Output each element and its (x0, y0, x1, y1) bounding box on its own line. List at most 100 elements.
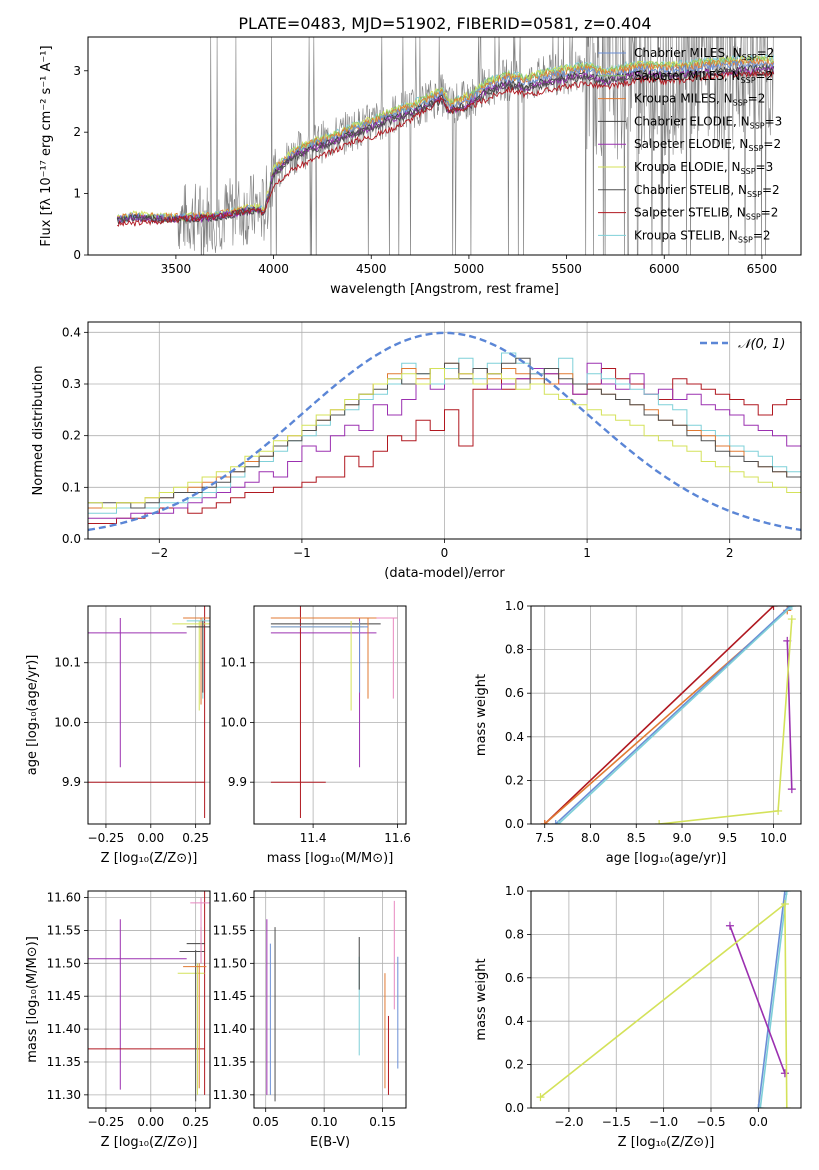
panel-0: 3500 4000 4500 5000 5500 6000 6500 0 1 2 3 waveleng… (39, 36, 802, 297)
x-axis-label: Z [log₁₀(Z/Z⊙)] (101, 851, 198, 866)
y-tick-label: 0.2 (505, 1058, 524, 1072)
y-tick-label: 0.4 (62, 325, 81, 339)
axes-frame (87, 36, 802, 256)
y-tick-label: 11.40 (213, 1022, 247, 1036)
x-tick-label: 0 (441, 546, 449, 560)
y-tick-label: 3 (73, 64, 81, 78)
legend-label-main: Chabrier ELODIE, N (634, 114, 750, 128)
legend-label-main: Salpeter STELIB, N (634, 206, 746, 220)
axes-frame (87, 890, 211, 1109)
legend-label-main: Kroupa MILES, N (634, 92, 733, 106)
x-tick-label: 6500 (747, 262, 778, 276)
y-tick-label: 11.30 (213, 1088, 247, 1102)
series-point-marker (769, 606, 778, 610)
legend-label: 𝒩(0, 1) (738, 337, 785, 352)
x-tick-label: 5500 (551, 262, 582, 276)
x-axis-label: wavelength [Angstrom, rest frame] (330, 282, 559, 297)
y-tick-label: 10.1 (54, 656, 81, 670)
x-tick-label: 10.0 (760, 831, 787, 845)
x-tick-label: −0.5 (696, 1115, 725, 1129)
legend-label-subscript: SSP (750, 121, 765, 130)
series-point-marker (655, 820, 664, 824)
x-tick-label: 4500 (356, 262, 387, 276)
x-axis-label: mass [log₁₀(M/M⊙)] (267, 851, 394, 866)
y-tick-label: 11.40 (47, 1022, 81, 1036)
errorbars (88, 891, 210, 1102)
x-axis-label: Z [log₁₀(Z/Z⊙)] (101, 1135, 198, 1150)
series-line-salpeter_elodie (729, 925, 786, 1074)
histogram-step-salpeter_elodie (88, 362, 801, 539)
x-tick-label: 0.05 (252, 1115, 279, 1129)
series-point-marker (780, 891, 789, 895)
x-tick-label: 8.5 (627, 831, 646, 845)
legend-label-subscript: SSP (742, 53, 757, 62)
y-tick-label: 11.45 (47, 989, 81, 1003)
y-tick-label: 11.60 (213, 891, 247, 905)
legend-label: Chabrier STELIB, NSSP=2 (634, 183, 780, 199)
x-tick-label: 8.0 (581, 831, 600, 845)
y-tick-label: 9.9 (228, 775, 247, 789)
series-point-marker (536, 1093, 545, 1102)
y-axis-label: mass weight (474, 674, 489, 756)
series-point-marker (780, 900, 789, 909)
legend-label-suffix: =2 (756, 69, 774, 83)
x-tick-label: 1 (583, 546, 591, 560)
series-line-kroupa_stelib (557, 606, 793, 824)
series-point-marker (754, 1104, 763, 1108)
y-tick-label: 10.0 (54, 715, 81, 729)
errorbars (266, 900, 399, 1102)
y-tick-label: 11.55 (47, 923, 81, 937)
legend-label-suffix: =2 (763, 137, 781, 151)
x-tick-label: 0.00 (137, 1115, 164, 1129)
histogram-step-salpeter_stelib (88, 368, 801, 539)
y-tick-label: 1.0 (505, 599, 524, 613)
series-line-chabrier_miles (555, 606, 791, 824)
model-spectrum-salpeter_stelib (117, 69, 775, 227)
histogram-group (88, 331, 801, 539)
y-tick-label: 0.1 (62, 480, 81, 494)
legend-label-subscript: SSP (741, 167, 756, 176)
x-tick-label: 2 (726, 546, 734, 560)
y-tick-label: 0.4 (505, 730, 524, 744)
series-point-marker (787, 615, 796, 624)
y-tick-label: 0.0 (505, 817, 524, 831)
panel-5: −0.25 0.00 0.25 11.30 11.35 11.40 11.45 11.50 11… (25, 890, 211, 1150)
y-tick-label: 0.2 (62, 429, 81, 443)
x-tick-label: 9.5 (718, 831, 737, 845)
series-point-marker (554, 820, 563, 824)
series-point-marker (787, 606, 796, 610)
y-tick-label: 1 (73, 187, 81, 201)
axes-frame (87, 605, 211, 825)
legend-label-subscript: SSP (747, 190, 762, 199)
series-point-marker (551, 820, 560, 824)
legend-label-subscript: SSP (741, 76, 756, 85)
legend-label: Chabrier ELODIE, NSSP=3 (634, 114, 782, 130)
x-tick-label: 7.5 (535, 831, 554, 845)
y-tick-label: 11.35 (213, 1055, 247, 1069)
legend-label-suffix: =2 (761, 206, 779, 220)
panel-3: 11.4 11.6 9.9 10.0 10.1 mass [log₁₀(M/M⊙)] (220, 605, 411, 866)
series-line-chabrier_miles (757, 891, 786, 1108)
x-axis-label: (data-model)/error (384, 566, 505, 581)
mass-weight-lines (536, 891, 791, 1108)
legend-label-main: Chabrier STELIB, N (634, 183, 747, 197)
axes-frame (530, 605, 802, 825)
x-axis-label: E(B-V) (310, 1135, 350, 1150)
legend-label-suffix: =2 (748, 92, 766, 106)
legend-label-suffix: =2 (757, 46, 775, 60)
x-tick-label: −1.5 (602, 1115, 631, 1129)
series-point-marker (782, 891, 791, 895)
figure-title: PLATE=0483, MJD=51902, FIBERID=0581, z=0… (238, 14, 651, 33)
y-axis-label: mass [log₁₀(M/M⊙)] (25, 936, 40, 1063)
x-tick-label: −0.25 (88, 831, 125, 845)
x-tick-label: −2.0 (554, 1115, 583, 1129)
legend-label: Kroupa MILES, NSSP=2 (634, 92, 765, 108)
x-tick-label: 0.00 (137, 831, 164, 845)
x-tick-label: −0.25 (88, 1115, 125, 1129)
y-tick-label: 0.8 (505, 927, 524, 941)
x-tick-label: 3500 (161, 262, 192, 276)
x-tick-label: −2 (150, 546, 168, 560)
legend-label-suffix: =2 (762, 183, 780, 197)
